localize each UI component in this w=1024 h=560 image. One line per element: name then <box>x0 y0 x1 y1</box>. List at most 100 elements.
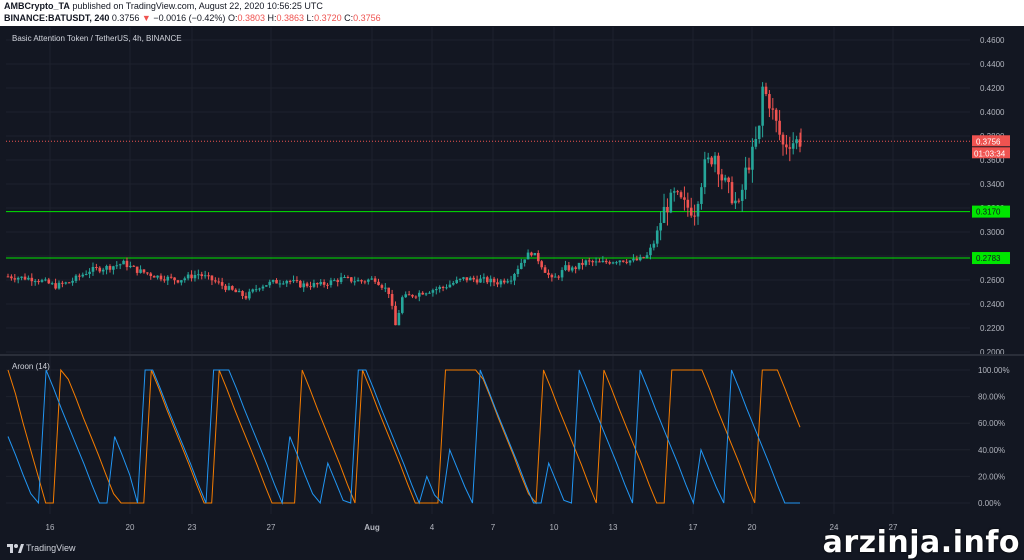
candle-body <box>292 280 295 282</box>
candle-body <box>6 276 10 278</box>
candle-body <box>730 182 734 204</box>
price-tick: 0.4600 <box>980 36 1005 45</box>
candle-body <box>771 108 775 110</box>
candle-body <box>543 267 547 273</box>
candle-body <box>108 265 112 270</box>
candle-body <box>16 277 20 280</box>
author-name[interactable]: AMBCrypto_TA <box>4 1 70 11</box>
candle-body <box>326 284 329 286</box>
time-tick: 27 <box>889 523 898 532</box>
candle-body <box>550 274 554 278</box>
candle-body <box>645 255 649 258</box>
ohlc-line: BINANCE:BATUSDT, 240 0.3756 ▼ −0.0016 (−… <box>4 13 381 24</box>
time-tick: 13 <box>609 523 618 532</box>
candle-body <box>570 267 574 271</box>
candle-body <box>139 269 142 273</box>
candle-body <box>309 286 312 288</box>
change-value: −0.0016 (−0.42%) <box>153 13 226 23</box>
candle-body <box>401 297 404 313</box>
aroon-pane[interactable] <box>6 356 970 514</box>
candle-body <box>220 282 224 286</box>
time-tick: 27 <box>267 523 276 532</box>
candle-body <box>152 276 156 278</box>
candle-body <box>611 262 615 264</box>
candle-body <box>224 285 227 290</box>
price-tick: 0.3000 <box>980 228 1005 237</box>
candle-body <box>244 295 248 299</box>
candle-body <box>275 279 278 284</box>
candle-body <box>414 296 418 298</box>
candle-body <box>683 197 686 200</box>
candle-body <box>81 274 85 277</box>
candle-body <box>744 167 747 190</box>
candle-body <box>57 282 61 289</box>
publish-info: published on TradingView.com, August 22,… <box>72 1 323 11</box>
candle-body <box>125 260 129 268</box>
candle-body <box>288 280 292 282</box>
candle-body <box>689 207 693 216</box>
candle-body <box>394 305 397 326</box>
close-value: 0.3756 <box>353 13 381 23</box>
candle-body <box>33 281 37 283</box>
candle-body <box>173 277 176 281</box>
aroon-tick: 100.00% <box>978 366 1010 375</box>
candle-body <box>649 247 652 256</box>
price-tick: 0.3600 <box>980 156 1005 165</box>
candle-body <box>373 278 377 282</box>
candle-body <box>241 291 244 296</box>
price-tick: 0.4000 <box>980 108 1005 117</box>
candle-body <box>265 285 268 287</box>
candle-body <box>686 199 690 208</box>
candle-body <box>662 206 666 223</box>
candle-body <box>146 272 149 274</box>
support-lines <box>6 140 970 259</box>
brand-label[interactable]: TradingView <box>26 543 76 553</box>
candle-body <box>258 288 261 290</box>
time-tick: 24 <box>830 523 839 532</box>
candle-body <box>397 312 401 326</box>
price-axis[interactable]: 0.46000.44000.42000.40000.38000.36000.34… <box>972 36 1010 357</box>
aroon-axis[interactable]: 100.00% 80.00% 60.00% 40.00% 20.00% 0.00% <box>978 366 1010 508</box>
candle-body <box>431 290 435 293</box>
candle-body <box>163 279 166 281</box>
candle-body <box>207 275 210 277</box>
time-tick: 20 <box>748 523 757 532</box>
candle-body <box>530 252 533 256</box>
candle-body <box>798 139 802 147</box>
aroon-lines <box>7 368 801 505</box>
candle-body <box>659 222 662 231</box>
candle-body <box>669 192 673 213</box>
candle-body <box>377 281 380 286</box>
candle-body <box>679 192 683 198</box>
time-tick: 20 <box>126 523 135 532</box>
candle-body <box>468 277 472 281</box>
candle-body <box>557 276 560 278</box>
candle-body <box>50 283 54 285</box>
candle-body <box>788 147 792 149</box>
candle-body <box>186 274 190 279</box>
candle-body <box>339 277 343 282</box>
candle-body <box>214 280 217 282</box>
candle-body <box>74 275 78 281</box>
candle-body <box>628 260 632 263</box>
candle-body <box>567 265 571 271</box>
candle-body <box>475 279 479 283</box>
candle-body <box>203 275 207 277</box>
candle-body <box>295 280 299 282</box>
candle-body <box>737 200 741 202</box>
candle-body <box>169 276 173 278</box>
time-axis[interactable]: 16 20 23 27 Aug 4 7 10 13 17 20 24 27 <box>46 523 898 532</box>
candle-body <box>200 274 204 277</box>
candle-body <box>591 261 594 263</box>
candle-body <box>346 277 350 279</box>
aroon-tick: 20.00% <box>978 472 1005 481</box>
price-label-box <box>972 135 1010 147</box>
candle-body <box>417 292 421 297</box>
candle-body <box>740 189 744 201</box>
candle-body <box>638 257 642 261</box>
candle-body <box>421 292 424 295</box>
candle-body <box>278 283 282 285</box>
price-pane[interactable] <box>6 27 970 354</box>
low-value: 0.3720 <box>314 13 342 23</box>
